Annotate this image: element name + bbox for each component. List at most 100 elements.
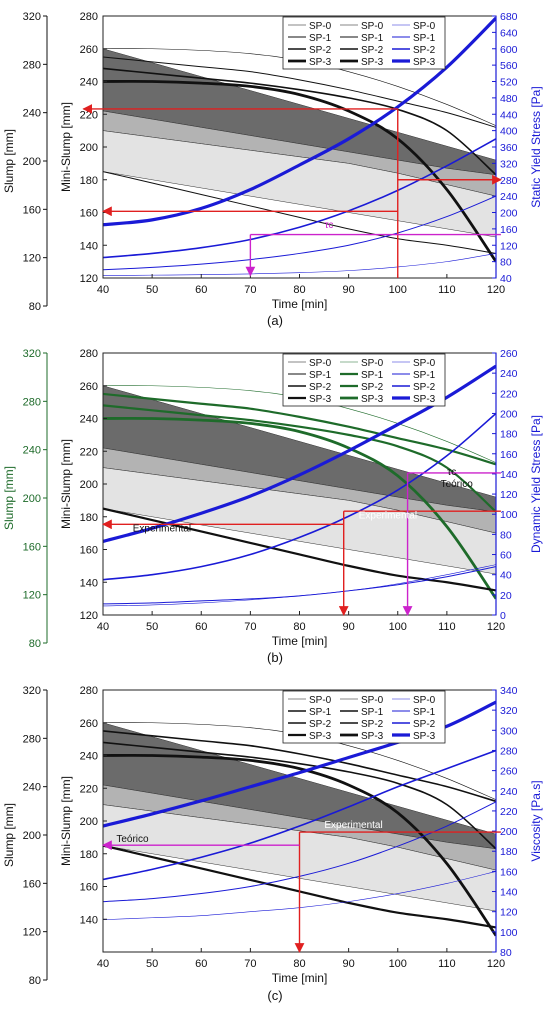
slump-tick-label: 240	[23, 782, 41, 794]
series-line-5	[103, 171, 496, 254]
x-tick-label: 90	[343, 958, 355, 970]
series-line-7	[103, 566, 496, 605]
right-tick-label: 560	[500, 60, 518, 72]
right-tick-label: 240	[500, 191, 518, 203]
mini-tick-label: 240	[80, 751, 98, 763]
mini-tick-label: 220	[80, 783, 98, 795]
right-tick-label: 400	[500, 126, 518, 138]
bands	[103, 385, 496, 575]
legend-label: SP-2	[361, 719, 384, 730]
legend-label: SP-0	[361, 358, 384, 369]
legend-box	[282, 16, 446, 70]
slump-tick-label: 320	[23, 685, 41, 697]
right-tick-label: 240	[500, 368, 518, 380]
legend-label: SP-2	[361, 382, 384, 393]
legend-label: SP-0	[309, 21, 332, 32]
legend-label: SP-0	[413, 358, 436, 369]
x-tick-label: 50	[146, 958, 158, 970]
x-axis-label: Time [min]	[272, 634, 328, 648]
x-tick-label: 70	[244, 958, 256, 970]
annotation-text: Experimental	[324, 820, 382, 831]
right-tick-label: 140	[500, 887, 518, 899]
right-tick-label: 80	[500, 947, 512, 959]
legend-label: SP-2	[413, 719, 436, 730]
panel-1: 40 50 60 70 80 90 100 110 120 Time [min] 120 140 160…	[2, 11, 543, 328]
slump-tick-label: 160	[23, 204, 41, 216]
legend-label: SP-0	[413, 695, 436, 706]
x-tick-label: 70	[244, 284, 256, 296]
x-tick-label: 110	[438, 621, 456, 633]
legend-label: SP-3	[361, 394, 384, 405]
slump-tick-label: 200	[23, 493, 41, 505]
legend-label: SP-2	[309, 45, 332, 56]
mini-tick-label: 160	[80, 545, 98, 557]
mini-tick-label: 200	[80, 816, 98, 828]
legend-label: SP-1	[309, 370, 332, 381]
mini-tick-label: 280	[80, 685, 98, 697]
legend-label: SP-0	[309, 358, 332, 369]
x-tick-label: 120	[487, 284, 505, 296]
x-tick-label: 40	[97, 284, 109, 296]
mini-tick-label: 220	[80, 109, 98, 121]
slump-axis-label: Slump [mm]	[2, 129, 16, 193]
slump-tick-label: 80	[29, 975, 41, 987]
legend-label: SP-0	[309, 695, 332, 706]
series-line-8	[103, 749, 496, 881]
legend-label: SP-2	[361, 45, 384, 56]
right-axis-label: Static Yield Stress [Pa]	[529, 86, 543, 207]
legend-label: SP-3	[413, 394, 436, 405]
x-tick-label: 40	[97, 621, 109, 633]
legend-label: SP-2	[413, 382, 436, 393]
annotation-text: Experimental	[359, 510, 417, 521]
right-tick-label: 340	[500, 685, 518, 697]
legend-label: SP-1	[309, 707, 332, 718]
series-line-4	[103, 79, 496, 263]
mini-tick-label: 160	[80, 882, 98, 894]
slump-tick-label: 120	[23, 253, 41, 265]
slump-tick-label: 200	[23, 830, 41, 842]
mini-tick-label: 200	[80, 479, 98, 491]
x-tick-label: 120	[487, 958, 505, 970]
slump-axis-label: Slump [mm]	[2, 466, 16, 530]
mini-tick-label: 140	[80, 240, 98, 252]
series-line-4	[103, 753, 496, 937]
x-tick-label: 100	[389, 284, 407, 296]
legend-label: SP-2	[309, 382, 332, 393]
x-tick-label: 60	[195, 284, 207, 296]
right-tick-label: 120	[500, 907, 518, 919]
slump-tick-label: 160	[23, 878, 41, 890]
legend-label: SP-2	[413, 45, 436, 56]
x-tick-label: 100	[389, 958, 407, 970]
legend-box	[282, 690, 446, 744]
x-tick-label: 50	[146, 284, 158, 296]
mini-tick-label: 140	[80, 577, 98, 589]
mini-tick-label: 140	[80, 914, 98, 926]
slump-tick-label: 160	[23, 541, 41, 553]
right-tick-label: 240	[500, 786, 518, 798]
legend-label: SP-3	[413, 57, 436, 68]
panel-3: 40 50 60 70 80 90 100 110 120 Time [min] 140 160 180…	[2, 685, 543, 1003]
legend-label: SP-0	[361, 21, 384, 32]
series-line-6	[103, 564, 496, 607]
right-tick-label: 60	[500, 550, 512, 562]
legend-label: SP-3	[309, 57, 332, 68]
x-axis-label: Time [min]	[272, 971, 328, 985]
mini-slump-axis-label: Mini-Slump [mm]	[59, 439, 73, 529]
legend-label: SP-3	[413, 731, 436, 742]
legend-label: SP-1	[413, 370, 436, 381]
legend-label: SP-1	[361, 707, 384, 718]
mini-tick-label: 180	[80, 175, 98, 187]
legend-label: SP-3	[361, 731, 384, 742]
x-tick-label: 80	[293, 284, 305, 296]
panel-label: (c)	[267, 988, 282, 1003]
mini-slump-axis-label: Mini-Slump [mm]	[59, 102, 73, 192]
x-tick-label: 110	[438, 958, 456, 970]
series-line-8	[103, 412, 496, 581]
right-tick-label: 180	[500, 846, 518, 858]
right-tick-label: 600	[500, 44, 518, 56]
mini-tick-label: 200	[80, 142, 98, 154]
right-tick-label: 220	[500, 806, 518, 818]
slump-tick-label: 80	[29, 301, 41, 313]
slump-tick-label: 200	[23, 156, 41, 168]
